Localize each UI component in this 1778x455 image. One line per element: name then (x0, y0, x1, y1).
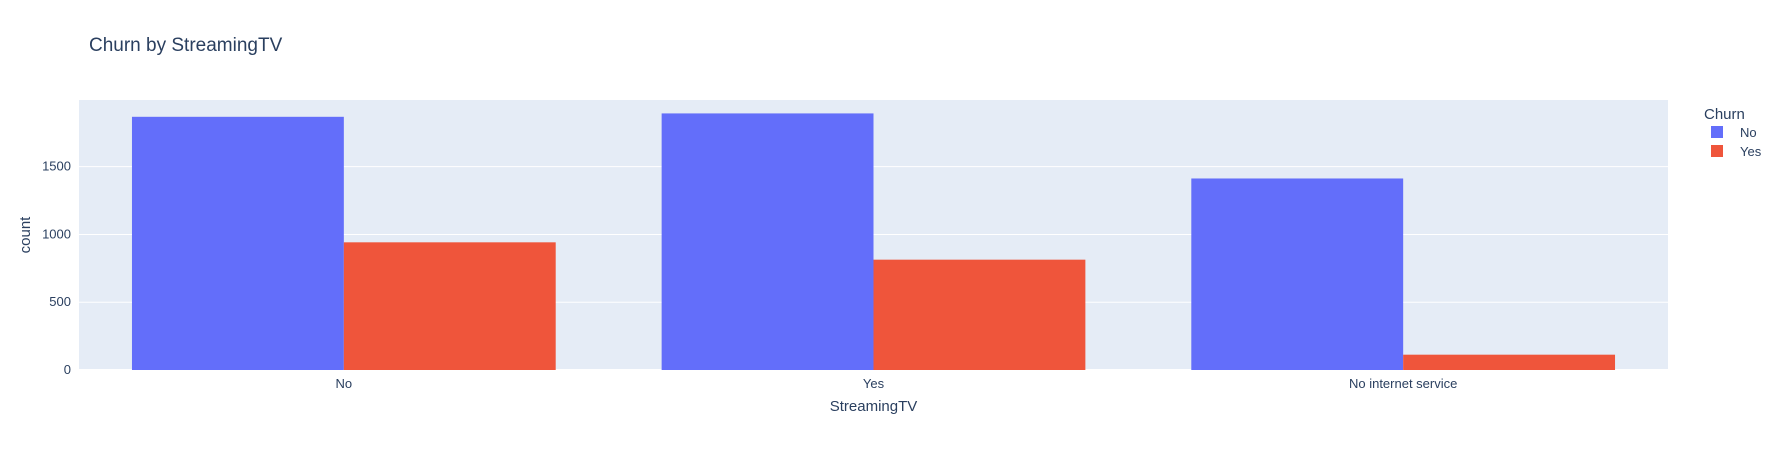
bar-no-2 (1191, 178, 1404, 370)
bar-no-0 (131, 116, 344, 371)
y-tick-label: 500 (49, 294, 71, 309)
y-axis-label: count (17, 216, 34, 254)
bar-no-1 (661, 113, 874, 371)
bar-yes-2 (1403, 354, 1616, 370)
y-tick-label: 1500 (42, 159, 71, 174)
legend: Churn No Yes (1704, 106, 1762, 159)
y-tick-label: 1000 (42, 226, 71, 241)
y-axis-ticks: 0 500 1000 1500 (42, 159, 71, 377)
x-tick-label: No (336, 376, 353, 391)
y-tick-label: 0 (64, 362, 71, 377)
x-axis-label: StreamingTV (830, 398, 918, 415)
legend-label[interactable]: No (1740, 125, 1757, 140)
x-tick-label: Yes (863, 376, 885, 391)
bar-yes-1 (873, 259, 1086, 370)
x-axis-ticks: No Yes No internet service (336, 376, 1458, 391)
legend-swatch[interactable] (1711, 126, 1723, 138)
legend-title: Churn (1704, 106, 1745, 123)
bars (131, 113, 1616, 371)
chart-title: Churn by StreamingTV (89, 35, 283, 56)
legend-label[interactable]: Yes (1740, 144, 1762, 159)
legend-items: No Yes (1711, 125, 1762, 159)
legend-swatch[interactable] (1711, 145, 1723, 157)
bar-yes-0 (343, 242, 556, 370)
x-tick-label: No internet service (1349, 376, 1457, 391)
